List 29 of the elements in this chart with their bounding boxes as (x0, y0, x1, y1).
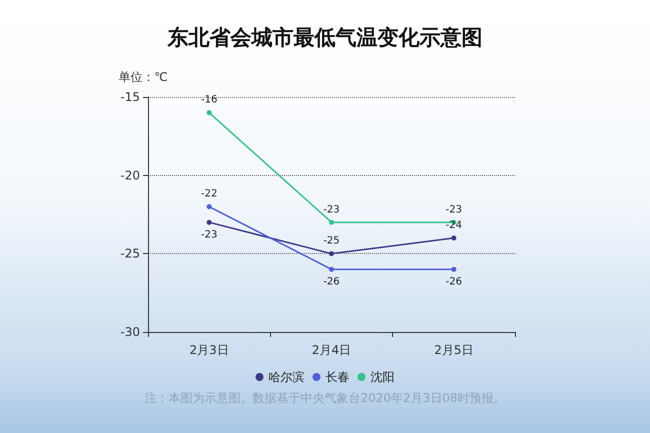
data-label: -23 (446, 204, 462, 216)
data-label: -23 (200, 229, 218, 240)
point (451, 236, 456, 240)
point (329, 251, 334, 256)
legend-label: 长春 (326, 370, 350, 384)
data-label: -23 (323, 204, 340, 216)
point (329, 266, 334, 272)
x-tick-label: 2月5日 (434, 343, 474, 357)
data-label: -26 (446, 276, 462, 288)
data-label: -22 (200, 188, 218, 200)
y-tick-label: -20 (120, 168, 140, 182)
y-tick-label: -30 (120, 325, 140, 339)
point (206, 110, 212, 116)
data-label: -16 (200, 94, 218, 106)
data-label: -26 (323, 276, 340, 288)
x-tick-label: 2月4日 (312, 343, 352, 357)
data-label: -25 (323, 236, 340, 247)
y-tick-label: -15 (120, 90, 140, 104)
data-label: -24 (446, 220, 462, 231)
legend-label: 哈尔滨 (268, 370, 304, 384)
point (451, 266, 456, 272)
legend-label: 沈阳 (370, 370, 394, 384)
y-tick-label: -25 (120, 246, 140, 261)
point (329, 220, 334, 225)
y-axis-title: 单位：℃ (118, 70, 168, 84)
point (206, 220, 212, 225)
chart-title: 东北省会城市最低气温变化示意图 (166, 26, 482, 50)
x-tick-label: 2月3日 (190, 343, 229, 357)
point (206, 204, 212, 210)
